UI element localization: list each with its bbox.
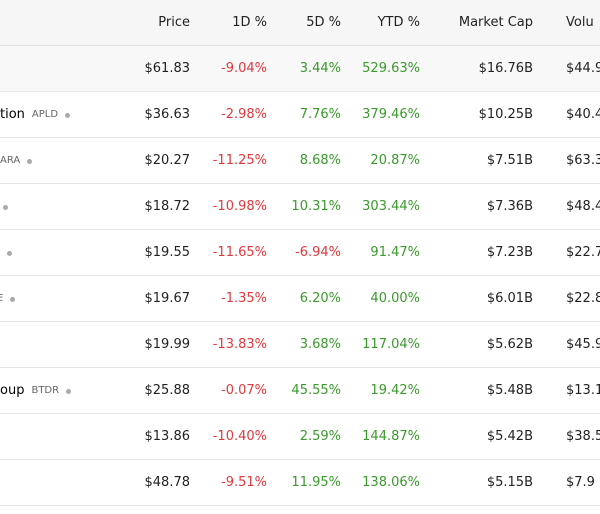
table-row[interactable]: $19.55 -11.65% -6.94% 91.47% $7.23B $22.7: [0, 230, 600, 276]
table-row[interactable]: oup BTDR $25.88 -0.07% 45.55% 19.42% $5.48B $13…: [0, 368, 600, 414]
table-cell: $19.99: [144, 337, 191, 352]
table-row[interactable]: ARA $20.27 -11.25% 8.68% 20.87% $7.51B $63.3: [0, 138, 600, 184]
table-cell: $6.01B: [486, 291, 533, 306]
table-cell: $5.42B: [486, 429, 533, 444]
status-dot: [27, 158, 33, 164]
company-name: [3, 184, 8, 230]
table-cell: $45.9: [566, 337, 600, 352]
table-cell: $40.4: [566, 107, 600, 122]
table-cell: $13.86: [144, 429, 191, 444]
table-cell: 2.59%: [299, 429, 341, 444]
status-dot: [7, 250, 12, 256]
status-dot: [65, 112, 71, 118]
table-cell: -10.40%: [212, 429, 267, 444]
company-name: E: [0, 276, 16, 322]
header-row: Price 1D % 5D % YTD % Market Cap Volu: [0, 0, 600, 46]
ticker: APLD: [31, 109, 59, 120]
table-cell: $7.51B: [486, 153, 533, 168]
table-cell: 40.00%: [370, 291, 420, 306]
status-dot: [66, 388, 72, 394]
table-cell: $61.83: [144, 61, 191, 76]
table-cell: $48.78: [144, 475, 191, 490]
company-name: [7, 230, 12, 276]
ticker: E: [0, 293, 4, 304]
table-cell: 3.68%: [299, 337, 341, 352]
company-name: ARA: [0, 138, 33, 184]
table-cell: $36.63: [144, 107, 191, 122]
table-cell: $22.8: [566, 291, 600, 306]
table-cell: 117.04%: [362, 337, 420, 352]
table-cell: -1.35%: [221, 291, 267, 306]
company-name: tion APLD: [0, 92, 71, 138]
table-row[interactable]: $18.72 -10.98% 10.31% 303.44% $7.36B $48.4: [0, 184, 600, 230]
table-cell: $7.36B: [486, 199, 533, 214]
table-cell: $19.55: [144, 245, 191, 260]
table-row[interactable]: $61.83 -9.04% 3.44% 529.63% $16.76B $44.9: [0, 46, 600, 92]
table-row[interactable]: tion APLD $36.63 -2.98% 7.76% 379.46% $10.25B $…: [0, 92, 600, 138]
table-cell: 11.95%: [291, 475, 341, 490]
column-header[interactable]: Volu: [566, 15, 594, 30]
table-cell: $20.27: [144, 153, 191, 168]
table-cell: 529.63%: [362, 61, 420, 76]
status-dot: [3, 204, 8, 210]
table-cell: -11.65%: [212, 245, 267, 260]
column-header[interactable]: 5D %: [306, 15, 341, 30]
ticker: BTDR: [31, 385, 60, 396]
column-header[interactable]: YTD %: [377, 15, 420, 30]
table-cell: $16.76B: [478, 61, 533, 76]
table-cell: $5.15B: [486, 475, 533, 490]
table-cell: $5.48B: [486, 383, 533, 398]
table-cell: -0.07%: [221, 383, 267, 398]
table-cell: 8.68%: [299, 153, 341, 168]
column-header[interactable]: Price: [158, 15, 190, 30]
table-cell: 7.76%: [299, 107, 341, 122]
company-name-text: oup: [0, 383, 25, 398]
table-cell: -13.83%: [212, 337, 267, 352]
table-cell: -9.51%: [221, 475, 267, 490]
table-cell: $25.88: [144, 383, 191, 398]
table-cell: 138.06%: [362, 475, 420, 490]
table-cell: $22.7: [566, 245, 600, 260]
table-cell: -6.94%: [295, 245, 341, 260]
table-cell: $38.5: [566, 429, 600, 444]
table-cell: 20.87%: [370, 153, 420, 168]
table-cell: 379.46%: [362, 107, 420, 122]
column-header[interactable]: Market Cap: [458, 15, 533, 30]
table-cell: 6.20%: [299, 291, 341, 306]
table-cell: $19.67: [144, 291, 191, 306]
table-cell: $13.1: [566, 383, 600, 398]
table-cell: 144.87%: [362, 429, 420, 444]
table-cell: 303.44%: [362, 199, 420, 214]
table-cell: 45.55%: [291, 383, 341, 398]
status-dot: [10, 296, 16, 302]
table-cell: 91.47%: [370, 245, 420, 260]
table-cell: $44.9: [566, 61, 600, 76]
table-cell: $10.25B: [478, 107, 533, 122]
column-header[interactable]: 1D %: [232, 15, 267, 30]
table-cell: -10.98%: [212, 199, 267, 214]
table-row[interactable]: E $19.67 -1.35% 6.20% 40.00% $6.01B $22.8: [0, 276, 600, 322]
table-cell: 3.44%: [299, 61, 341, 76]
table-cell: $5.62B: [486, 337, 533, 352]
table-cell: $48.4: [566, 199, 600, 214]
table-row[interactable]: $48.78 -9.51% 11.95% 138.06% $5.15B $7.9: [0, 460, 600, 506]
table-cell: $7.23B: [486, 245, 533, 260]
table-cell: $18.72: [144, 199, 191, 214]
table-cell: -2.98%: [221, 107, 267, 122]
table-cell: 10.31%: [291, 199, 341, 214]
table-row[interactable]: $19.99 -13.83% 3.68% 117.04% $5.62B $45.9: [0, 322, 600, 368]
table-cell: $63.3: [566, 153, 600, 168]
table-cell: -9.04%: [221, 61, 267, 76]
table-row[interactable]: $13.86 -10.40% 2.59% 144.87% $5.42B $38.5: [0, 414, 600, 460]
company-name: oup BTDR: [0, 368, 72, 414]
ticker: ARA: [0, 155, 21, 166]
table-cell: $7.9: [566, 475, 595, 490]
table-cell: 19.42%: [370, 383, 420, 398]
company-name-text: tion: [0, 107, 25, 122]
table-cell: -11.25%: [212, 153, 267, 168]
